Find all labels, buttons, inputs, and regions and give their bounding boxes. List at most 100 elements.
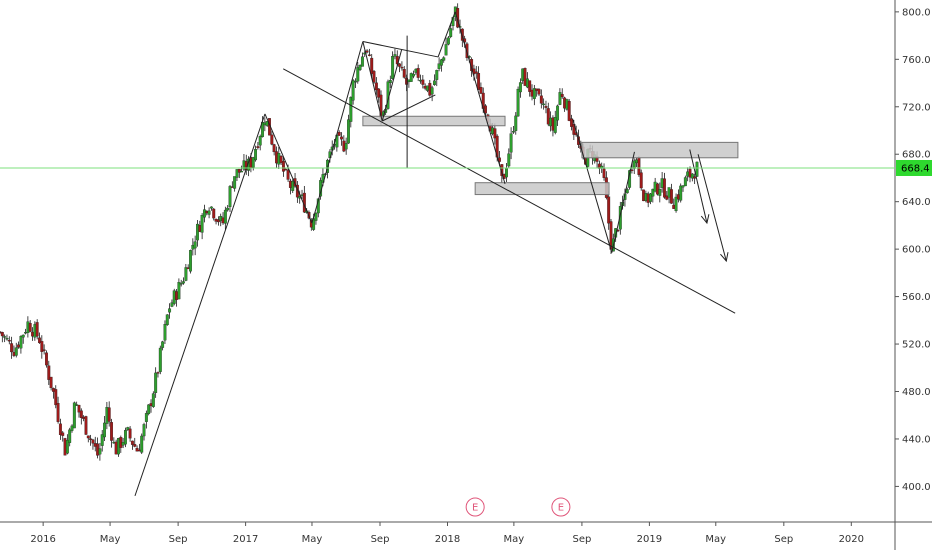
candle-body <box>5 338 9 340</box>
candle-body <box>683 177 687 187</box>
x-tick-label: Sep <box>774 534 793 545</box>
candle-body <box>35 322 39 337</box>
y-tick-label: 680.0 <box>902 150 931 161</box>
trendline <box>362 41 439 58</box>
candle-body <box>432 80 436 86</box>
projection-arrow-line <box>697 154 727 262</box>
candle-body <box>233 176 237 189</box>
candle-body <box>474 71 478 74</box>
candle-body <box>126 427 130 430</box>
candle-body <box>518 82 522 93</box>
candle-body <box>372 71 376 83</box>
x-tick-label: May <box>705 534 726 545</box>
grid <box>0 12 895 487</box>
projection-arrow-line <box>689 149 708 224</box>
candle-body <box>58 423 62 436</box>
candle-body <box>89 438 93 440</box>
candle-body <box>144 413 148 422</box>
candle-body <box>45 352 48 366</box>
candle-body <box>430 87 434 95</box>
x-tick-label: 2019 <box>637 534 662 545</box>
candle-body <box>695 161 699 177</box>
candle-body <box>618 206 622 230</box>
support-resistance-zone <box>474 182 610 196</box>
candle-body <box>507 153 511 167</box>
last-price-label: 668.4 <box>901 163 930 174</box>
candle-body <box>68 429 72 443</box>
candle-body <box>416 68 420 78</box>
candle-body <box>84 416 88 435</box>
earnings-event-label: E <box>558 503 564 514</box>
candle-body <box>10 343 14 353</box>
candle-body <box>79 410 83 418</box>
x-tick-label: May <box>504 534 525 545</box>
candle-body <box>142 424 146 437</box>
candle-body <box>286 170 290 180</box>
candle-body <box>365 50 369 53</box>
candle-body <box>49 376 53 389</box>
x-tick-label: Sep <box>169 534 188 545</box>
candle-body <box>147 404 151 414</box>
candle-body <box>630 169 634 171</box>
candle-body <box>542 103 546 106</box>
candle-body <box>226 207 230 211</box>
y-tick-label: 760.0 <box>902 55 931 66</box>
x-tick-label: May <box>100 534 121 545</box>
support-resistance-zone <box>362 115 506 127</box>
candle-body <box>65 440 69 454</box>
candle-body <box>340 136 343 140</box>
candle-body <box>281 161 285 172</box>
candle-body <box>151 393 155 407</box>
trendline <box>611 151 635 253</box>
y-tick-label: 440.0 <box>902 434 931 445</box>
y-tick-label: 520.0 <box>902 340 931 351</box>
candle-body <box>200 215 204 233</box>
candle-body <box>19 336 23 349</box>
candle-body <box>135 447 139 452</box>
candle-body <box>477 73 481 90</box>
candle-body <box>212 208 216 219</box>
candle-body <box>40 341 44 352</box>
candle-body <box>130 440 134 445</box>
candle-body <box>235 169 239 178</box>
candle-body <box>228 186 232 208</box>
candle-body <box>567 101 571 121</box>
candle-body <box>442 57 446 61</box>
x-tick-label: Sep <box>572 534 591 545</box>
trendline <box>362 41 383 122</box>
last-price-marker: 668.4 <box>0 159 932 176</box>
candle-body <box>360 56 364 67</box>
candle-body <box>546 108 550 125</box>
candle-body <box>409 73 413 82</box>
projection-arrow-head <box>700 214 710 225</box>
candle-body <box>544 106 548 108</box>
candle-body <box>374 82 378 91</box>
candle-body <box>637 157 641 175</box>
candle-body <box>421 79 425 85</box>
candle-body <box>688 168 692 178</box>
candle-body <box>607 196 611 224</box>
x-tick-label: May <box>302 534 323 545</box>
candle-body <box>651 188 655 197</box>
candle-body <box>553 117 557 133</box>
candle-body <box>662 178 666 198</box>
candle-body <box>532 88 536 99</box>
candle-body <box>412 73 415 77</box>
candle-body <box>163 324 167 341</box>
y-tick-label: 480.0 <box>902 387 931 398</box>
candle-body <box>207 210 211 215</box>
candle-body <box>254 149 258 161</box>
candle-body <box>674 196 678 212</box>
candle-body <box>690 173 694 179</box>
candle-body <box>493 128 497 139</box>
candle-body <box>523 68 527 86</box>
candle-body <box>402 68 406 78</box>
candle-body <box>272 144 276 153</box>
trendline <box>134 113 266 497</box>
candle-body <box>560 94 564 97</box>
candle-body <box>140 435 144 453</box>
candle-body <box>182 281 185 284</box>
x-tick-label: 2018 <box>435 534 460 545</box>
candle-body <box>570 118 573 127</box>
